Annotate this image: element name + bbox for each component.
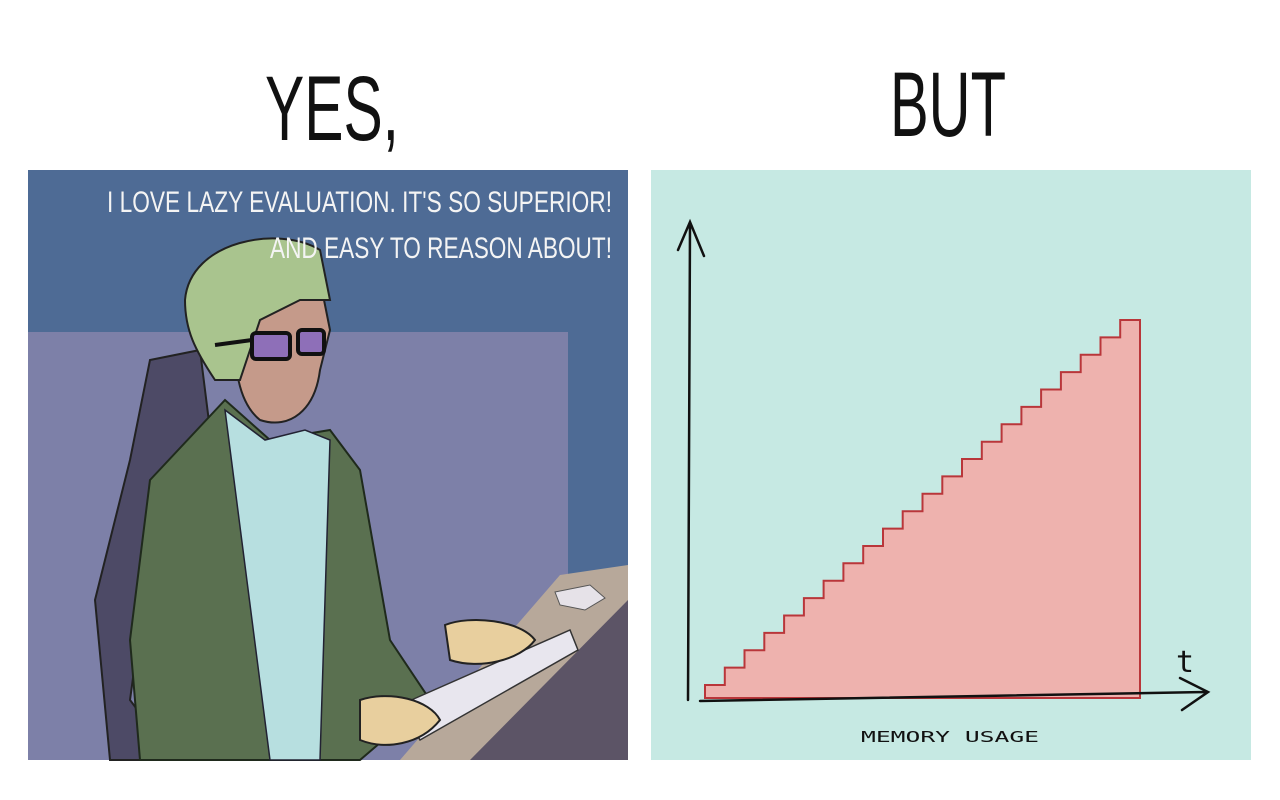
- header-right: BUT: [890, 54, 1006, 156]
- glasses-right: [296, 328, 326, 356]
- caption-line: I LOVE LAZY EVALUATION. IT'S SO SUPERIOR…: [107, 186, 612, 219]
- axis-symbol: t: [1176, 645, 1194, 680]
- hand-left: [359, 695, 442, 746]
- axis-label: MEMORY USAGE: [861, 728, 1039, 746]
- x-axis: [698, 676, 1211, 712]
- hand-right: [443, 619, 537, 665]
- memory-staircase: [704, 319, 1141, 699]
- caption-line: AND EASY TO REASON ABOUT!: [270, 232, 612, 265]
- right-panel: t MEMORY USAGE: [651, 170, 1251, 760]
- header-left: YES,: [265, 58, 399, 160]
- shirt: [224, 408, 331, 761]
- glasses-arm: [214, 338, 253, 347]
- paper: [554, 584, 606, 611]
- glasses-left: [250, 331, 292, 361]
- left-panel: I LOVE LAZY EVALUATION. IT'S SO SUPERIOR…: [28, 170, 628, 761]
- y-axis: [676, 218, 706, 702]
- desk-side: [470, 600, 628, 760]
